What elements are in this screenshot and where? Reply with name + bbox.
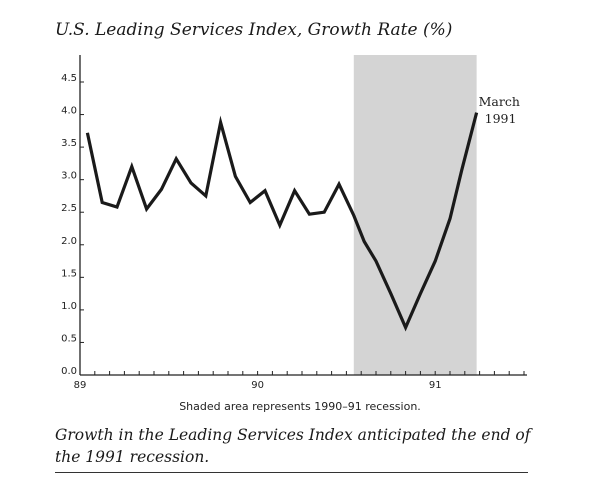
recession-note: Shaded area represents 1990–91 recession… [179, 400, 421, 413]
figure-caption: Growth in the Leading Services Index ant… [55, 426, 531, 466]
caption-divider [55, 472, 528, 473]
y-tick-label: 2.5 [61, 203, 77, 214]
y-tick-label: 3.0 [61, 171, 77, 182]
y-tick-label: 0.5 [61, 333, 77, 344]
annotation-label: 1991 [485, 111, 517, 126]
recession-shading [353, 55, 477, 375]
x-tick-label: 90 [251, 380, 264, 391]
x-tick-label: 91 [429, 380, 442, 391]
y-tick-label: 1.0 [61, 301, 77, 312]
y-tick-label: 1.5 [61, 268, 77, 279]
chart-title: U.S. Leading Services Index, Growth Rate… [55, 20, 453, 40]
y-tick-label: 4.0 [61, 106, 77, 117]
y-tick-label: 2.0 [61, 236, 77, 247]
y-tick-label: 3.5 [61, 138, 77, 149]
x-tick-label: 89 [74, 380, 87, 391]
y-tick-label: 0.0 [61, 366, 77, 377]
annotation-label: March [479, 94, 520, 109]
y-tick-label: 4.5 [61, 73, 77, 84]
series-line [85, 112, 479, 332]
